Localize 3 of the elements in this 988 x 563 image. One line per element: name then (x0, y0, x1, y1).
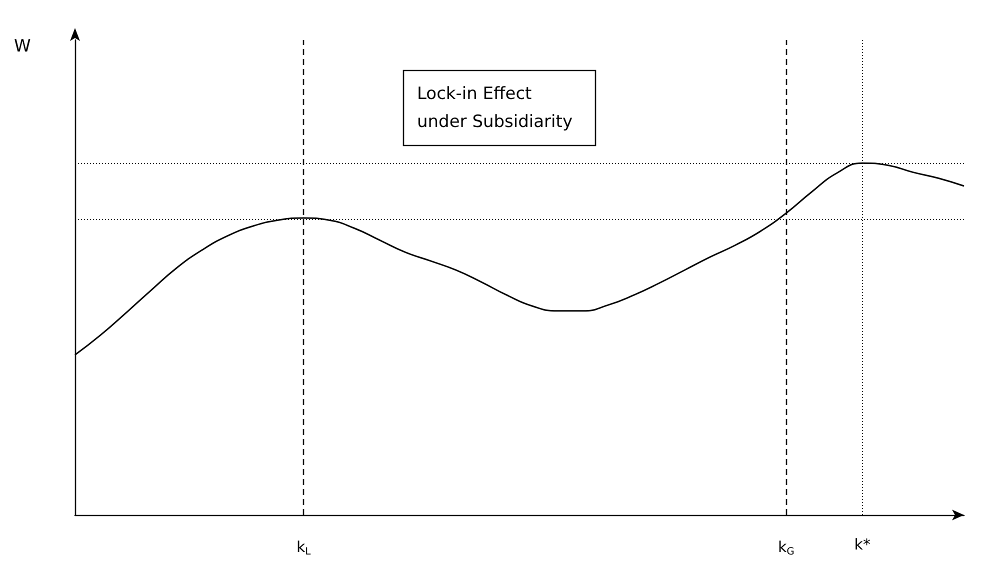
text: W (14, 36, 31, 56)
x-tick-label: k* (854, 536, 871, 554)
chart-title: Lock-in Effect under Subsidiarity (417, 84, 572, 132)
